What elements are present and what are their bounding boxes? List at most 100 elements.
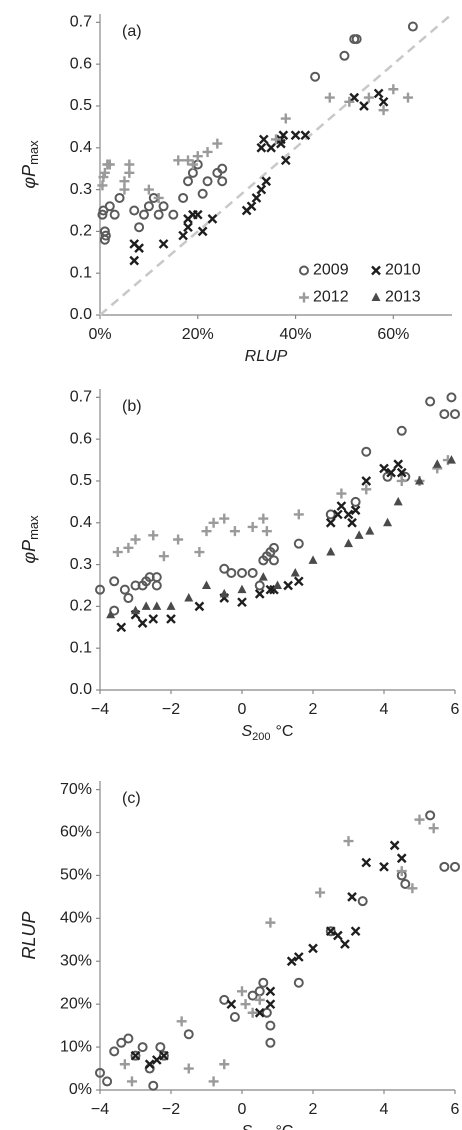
marker (116, 1037, 127, 1048)
marker (258, 977, 269, 988)
marker (187, 159, 198, 170)
marker (343, 509, 354, 520)
marker (340, 939, 350, 949)
y-axis-title-sub: max (26, 515, 41, 540)
marker (178, 192, 189, 203)
marker (325, 517, 336, 528)
marker (173, 534, 184, 545)
y-tick-label: 60% (60, 824, 92, 841)
marker (254, 994, 265, 1005)
marker (183, 176, 193, 187)
x-tick-label: 0% (88, 326, 111, 343)
marker (153, 209, 164, 220)
marker (439, 409, 450, 420)
x-tick-label: 4 (380, 1101, 389, 1118)
marker (183, 1029, 194, 1040)
marker (388, 84, 399, 95)
marker (383, 517, 393, 527)
marker (229, 526, 240, 537)
marker (129, 255, 140, 266)
marker (393, 459, 404, 470)
marker (212, 138, 223, 149)
marker (344, 96, 355, 107)
marker (278, 130, 289, 141)
marker (283, 580, 293, 591)
marker (109, 605, 120, 616)
x-tick-label: 20% (182, 326, 214, 343)
x-axis-title-main: RLUP (245, 348, 288, 365)
y-axis-title-main: φP (19, 165, 39, 189)
marker (357, 896, 368, 907)
marker (158, 201, 169, 212)
marker (141, 601, 151, 610)
marker (144, 1059, 155, 1070)
y-axis-title-sub: max (26, 140, 41, 165)
marker (361, 857, 372, 868)
marker (326, 547, 336, 556)
marker (126, 1076, 137, 1087)
marker (137, 1042, 148, 1053)
marker (112, 547, 123, 558)
y-tick-label: 0.1 (70, 264, 92, 281)
marker (95, 1067, 105, 1078)
marker (134, 243, 144, 253)
marker (194, 547, 205, 558)
marker (226, 999, 237, 1010)
y-tick-label: 0.6 (70, 55, 92, 72)
marker (178, 230, 188, 241)
y-tick-label: 20% (60, 995, 92, 1012)
panel: 0.0 0.1 0.2 0.3 0.4 0.5 0.6 0.7 0% 20% 40% 60% RLUP φ… (19, 13, 453, 365)
marker (219, 588, 229, 598)
marker (450, 409, 460, 420)
panel: 0.0 0.1 0.2 0.3 0.4 0.5 0.6 0.7 −4 −2 0 2 4 6 S200 °C φP… (19, 389, 460, 743)
marker (187, 167, 198, 178)
marker (109, 1046, 120, 1057)
marker (396, 475, 407, 486)
marker (280, 113, 291, 124)
x-tick-label: −2 (162, 701, 180, 718)
marker (265, 1020, 276, 1031)
x-tick-label: 0 (238, 701, 247, 718)
marker (130, 534, 141, 545)
marker (129, 205, 140, 216)
x-tick-label: 6 (451, 1101, 460, 1118)
panel-label: (a) (122, 23, 142, 40)
marker (350, 505, 361, 516)
marker (166, 614, 176, 624)
marker (130, 1050, 141, 1061)
x-axis-title-main: S (242, 1123, 253, 1130)
marker (350, 926, 361, 937)
marker (379, 861, 389, 872)
marker (290, 567, 300, 577)
marker (100, 230, 111, 241)
y-tick-label: 30% (60, 952, 92, 969)
marker (155, 1042, 166, 1053)
y-tick-label: 0.0 (70, 681, 92, 698)
x-axis-title: S200°C (242, 1123, 294, 1130)
marker (192, 209, 203, 220)
marker (254, 580, 265, 591)
marker (148, 530, 159, 541)
marker (378, 105, 389, 116)
marker (116, 622, 127, 633)
marker (361, 484, 372, 495)
marker (219, 563, 230, 574)
marker (300, 130, 311, 141)
y-axis-title: φPmax (19, 515, 42, 564)
marker (347, 517, 357, 528)
y-tick-label: 40% (60, 910, 92, 927)
marker (344, 538, 353, 548)
marker (325, 509, 336, 520)
marker (254, 986, 265, 997)
marker (131, 605, 140, 615)
marker (324, 92, 335, 103)
marker (201, 526, 212, 537)
marker (219, 513, 230, 524)
marker (256, 184, 267, 195)
marker (293, 576, 304, 587)
marker (246, 201, 257, 212)
marker (363, 92, 374, 103)
marker (229, 1012, 240, 1023)
marker (258, 513, 269, 524)
